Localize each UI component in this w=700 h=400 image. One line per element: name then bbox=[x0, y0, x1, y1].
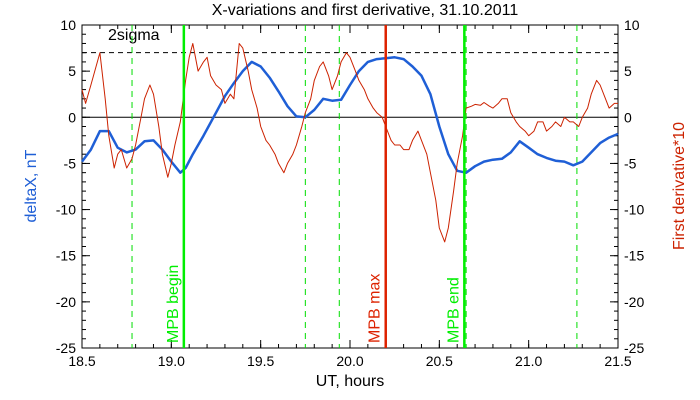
chart-title: X-variations and first derivative, 31.10… bbox=[212, 2, 519, 19]
sigma-label: 2sigma bbox=[108, 27, 160, 44]
y-tick-label-left: -20 bbox=[56, 294, 76, 310]
y-tick-label-right: 0 bbox=[624, 109, 632, 125]
y-tick-label-left: -25 bbox=[56, 340, 76, 356]
y-tick-label-right: -5 bbox=[624, 155, 637, 171]
x-tick-label: 21.5 bbox=[604, 353, 631, 369]
derivative-series-line bbox=[81, 43, 618, 243]
y-tick-label-left: -15 bbox=[56, 248, 76, 264]
y-tick-label-left: -10 bbox=[56, 202, 76, 218]
x-tick-label: 19.5 bbox=[247, 353, 274, 369]
y-tick-label-right: -10 bbox=[624, 202, 644, 218]
y-tick-label-right: -15 bbox=[624, 248, 644, 264]
x-tick-label: 20.5 bbox=[426, 353, 453, 369]
y-tick-label-right: -25 bbox=[624, 340, 644, 356]
y-axis-label-left: deltaX, nT bbox=[23, 149, 40, 222]
y-tick-label-right: 5 bbox=[624, 63, 632, 79]
x-tick-label: 19.0 bbox=[158, 353, 185, 369]
x-tick-label: 21.0 bbox=[515, 353, 542, 369]
y-tick-label-left: 0 bbox=[68, 109, 76, 125]
y-tick-label-right: -20 bbox=[624, 294, 644, 310]
y-tick-label-right: 10 bbox=[624, 17, 640, 33]
x-tick-label: 20.0 bbox=[336, 353, 363, 369]
vline-label: MPB begin bbox=[165, 265, 182, 343]
vline-label: MPB end bbox=[445, 277, 462, 343]
y-tick-label-left: 5 bbox=[68, 63, 76, 79]
vline-label: MPB max bbox=[367, 274, 384, 343]
y-axis-label-right: First derivative*10 bbox=[671, 122, 688, 250]
chart-marks: 18.5 19.0 19.5 20.0 20.5 21.0 21.5 10 10 5 5 0 0 -5 -5… bbox=[56, 17, 645, 369]
plot-frame bbox=[81, 24, 619, 349]
y-tick-label-left: -5 bbox=[64, 155, 77, 171]
y-tick-label-left: 10 bbox=[60, 17, 76, 33]
x-tick-label: 18.5 bbox=[68, 353, 95, 369]
x-axis-label: UT, hours bbox=[316, 373, 384, 390]
